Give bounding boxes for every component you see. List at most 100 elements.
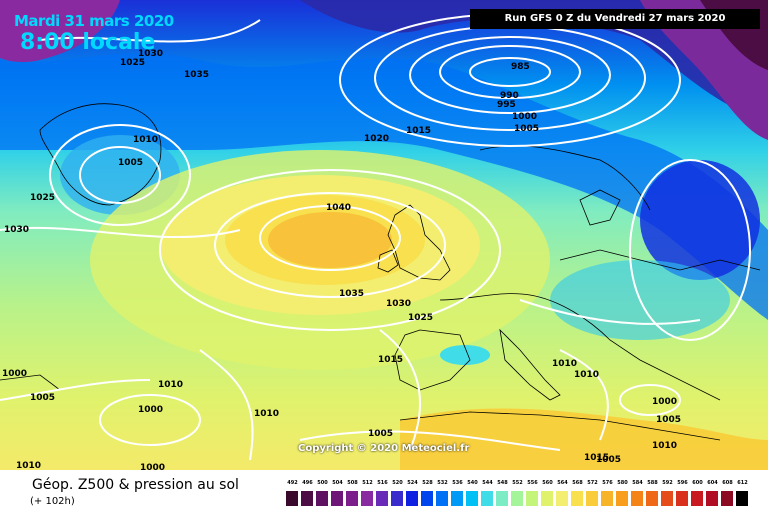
scale-label: 604 [707,480,718,486]
isobar-label: 1015 [584,453,609,463]
isobar-label: 1005 [656,415,681,425]
scale-step: 500 [316,480,329,506]
scale-swatch [571,491,584,506]
scale-swatch [526,491,539,506]
scale-label: 592 [662,480,673,486]
isobar-label: 1040 [326,203,351,213]
scale-label: 568 [572,480,583,486]
scale-swatch [376,491,389,506]
scale-swatch [331,491,344,506]
scale-swatch [631,491,644,506]
isobar-label: 1010 [552,359,577,369]
scale-step: 588 [646,480,659,506]
coastlines [0,103,761,441]
scale-label: 540 [467,480,478,486]
scale-step: 576 [601,480,614,506]
isobar-label: 1030 [138,49,163,59]
color-scale: 492 496 500 504 508 512 516 520 524 528 532 536 540 5… [286,480,752,506]
scale-label: 580 [617,480,628,486]
scale-step: 552 [511,480,524,506]
scale-step: 512 [361,480,374,506]
scale-swatch [451,491,464,506]
scale-label: 596 [677,480,688,486]
scale-step: 528 [421,480,434,506]
scale-swatch [616,491,629,506]
scale-swatch [736,491,749,506]
scale-step: 520 [391,480,404,506]
z500-low-north [300,0,768,120]
scale-label: 508 [347,480,358,486]
z500-ridge-core [268,212,392,268]
scale-swatch [601,491,614,506]
z500-blue-band [0,52,768,321]
isobar-label: 990 [500,91,519,101]
isobar-label: 1005 [30,393,55,403]
isobar-label: 1005 [368,429,393,439]
scale-label: 548 [497,480,508,486]
scale-swatch [301,491,314,506]
scale-label: 520 [392,480,403,486]
forecast-time: 8:00 locale [20,30,156,55]
scale-step: 548 [496,480,509,506]
scale-step: 516 [376,480,389,506]
isobar-label: 1010 [133,135,158,145]
scale-step: 532 [436,480,449,506]
copyright-notice: Copyright © 2020 Meteociel.fr [298,443,470,454]
scale-label: 588 [647,480,658,486]
scale-step: 544 [481,480,494,506]
isobar-label: 1000 [2,369,27,379]
isobar-label: 1010 [16,461,41,470]
scale-label: 584 [632,480,643,486]
scale-swatch [346,491,359,506]
isobar-label: 1030 [386,299,411,309]
isobar-label: 1000 [512,112,537,122]
scale-step: 496 [301,480,314,506]
scale-swatch [421,491,434,506]
scale-step: 572 [586,480,599,506]
isobar-label: 1035 [184,70,209,80]
scale-swatch [406,491,419,506]
scale-swatch [646,491,659,506]
scale-label: 524 [407,480,418,486]
legend-subtitle: (+ 102h) [30,496,75,507]
isobars [0,13,751,461]
scale-label: 564 [557,480,568,486]
isobar-label: 1000 [140,463,165,470]
isobar-label: 1030 [4,225,29,235]
scale-swatch [391,491,404,506]
z500-low-northwest [0,0,120,63]
scale-swatch [691,491,704,506]
isobar-label: 985 [511,62,530,72]
scale-swatch [481,491,494,506]
z500-cyan-patch [440,345,490,365]
scale-label: 576 [602,480,613,486]
isobar-label: 995 [497,100,516,110]
scale-step: 592 [661,480,674,506]
weather-map: 1030 1025 1035 985 990 995 1000 1005 101… [0,0,768,470]
legend-bar: Géop. Z500 & pression au sol (+ 102h) 49… [0,470,768,512]
scale-swatch [361,491,374,506]
scale-swatch [466,491,479,506]
scale-swatch [286,491,299,506]
scale-label: 536 [452,480,463,486]
scale-swatch [661,491,674,506]
scale-label: 496 [302,480,313,486]
scale-step: 492 [286,480,299,506]
scale-label: 556 [527,480,538,486]
scale-swatch [316,491,329,506]
isobar-label: 1035 [339,289,364,299]
isobar-label: 1005 [514,124,539,134]
scale-label: 500 [317,480,328,486]
scale-label: 504 [332,480,343,486]
isobar-label: 1020 [364,134,389,144]
isobar-label: 1015 [406,126,431,136]
model-run-info: Run GFS 0 Z du Vendredi 27 mars 2020 [470,9,760,29]
scale-label: 516 [377,480,388,486]
legend-title: Géop. Z500 & pression au sol [32,477,239,493]
z500-south-warm [400,408,768,470]
isobar-label: 1010 [652,441,677,451]
scale-step: 560 [541,480,554,506]
scale-swatch [556,491,569,506]
scale-label: 560 [542,480,553,486]
scale-swatch [706,491,719,506]
